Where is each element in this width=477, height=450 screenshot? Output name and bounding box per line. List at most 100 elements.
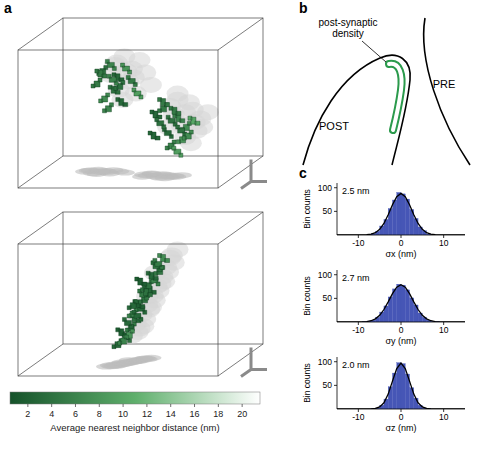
box-edge [63,18,263,156]
y-tick-label: 100 [318,357,332,367]
fit-curve [337,285,465,322]
colorbar-tick-label: 18 [213,409,223,419]
y-axis-title: Bin counts [302,363,312,403]
wall-shadow [111,92,133,108]
x-tick-label: 10 [439,325,449,335]
axis-triad [241,348,267,377]
colorbar-tick [75,404,76,407]
psd-band [389,64,402,130]
cluster [153,258,164,269]
panel-letter: a [4,0,12,16]
floor-shadow [132,174,152,180]
hist-bar [401,194,405,235]
cluster [155,118,166,129]
cluster [118,335,129,345]
psd-label-line: density [332,28,364,39]
floor-shadow [136,355,156,361]
y-tick-label: 50 [323,380,333,390]
box-edge [18,212,63,244]
colorbar-tick-label: 20 [237,409,247,419]
floor-shadow [115,170,135,176]
y-tick-label: 50 [323,293,333,303]
hist-bar [397,363,401,409]
colorbar-tick [194,404,195,407]
y-tick [334,187,337,188]
floor-shadow [111,360,131,366]
colorbar-tick-label: 6 [73,409,78,419]
cluster [176,125,187,136]
cluster [126,76,137,87]
box-edge [18,156,63,188]
cluster [127,300,138,310]
x-tick-label: -10 [352,325,365,335]
box-edge [218,18,263,50]
cluster [182,130,193,140]
cluster [188,116,200,125]
hist-bar [401,285,405,322]
y-tick-label: 100 [318,183,332,193]
view-3d [18,18,267,189]
panel-letter: c [299,165,307,181]
y-tick [334,385,337,386]
cluster [169,106,181,115]
box-edge [18,50,218,188]
view-3d [18,212,267,377]
pre-outline [424,18,470,165]
x-tick-label: -10 [352,238,365,248]
cluster [99,93,110,103]
colorbar-tick-label: 16 [190,409,200,419]
colorbar-tick [218,404,219,407]
colorbar-tick-label: 12 [142,409,152,419]
y-axis [337,357,338,409]
post-label: POST [319,120,349,132]
colorbar-tick [242,404,243,407]
colorbar-tick [146,404,147,407]
hist-bar [392,200,396,235]
colorbar [10,392,260,404]
post-outline [303,55,410,165]
figure: abc2468101214161820Average nearest neigh… [0,0,477,450]
y-tick-label: 100 [318,270,332,280]
floor-shadow [155,175,175,181]
hist-bar [405,290,409,322]
cluster [116,98,128,107]
synapse-diagram: post-synapticdensityPOSTPRE [303,17,470,165]
psd-label-line: post-synaptic [319,17,378,28]
colorbar-tick-label: 2 [25,409,30,419]
width-annotation: 2.7 nm [342,273,370,283]
colorbar-tick-label: 8 [97,409,102,419]
cluster [121,63,132,74]
cluster [122,317,133,328]
box-edge [218,156,263,188]
wall-shadow [167,86,189,102]
cluster [162,128,173,139]
box-edge [63,212,263,344]
box-edge [218,344,263,376]
cluster [158,254,170,263]
plot-area [337,284,465,322]
cluster [102,103,113,113]
psd-label: post-synapticdensity [319,17,378,39]
psd-inner [389,64,402,130]
y-tick [334,361,337,362]
x-tick-label: 0 [399,412,404,422]
panel-letter: b [299,0,308,16]
box-edge [18,18,63,50]
cluster [132,310,143,321]
y-axis [337,270,338,322]
y-axis [337,183,338,235]
cluster [95,69,107,78]
colorbar-label: Average nearest neighbor distance (nm) [50,422,219,433]
colorbar-tick [170,404,171,407]
x-axis-title: σz (nm) [385,423,416,433]
width-annotation: 2.5 nm [342,186,370,196]
colorbar-tick [99,404,100,407]
box-edge [18,244,218,376]
x-tick-label: 0 [399,238,404,248]
cluster [140,288,152,297]
colorbar-tick [27,404,28,407]
cluster [91,78,102,88]
axis-triad [241,160,267,189]
y-tick [334,298,337,299]
box-edge [218,212,263,244]
